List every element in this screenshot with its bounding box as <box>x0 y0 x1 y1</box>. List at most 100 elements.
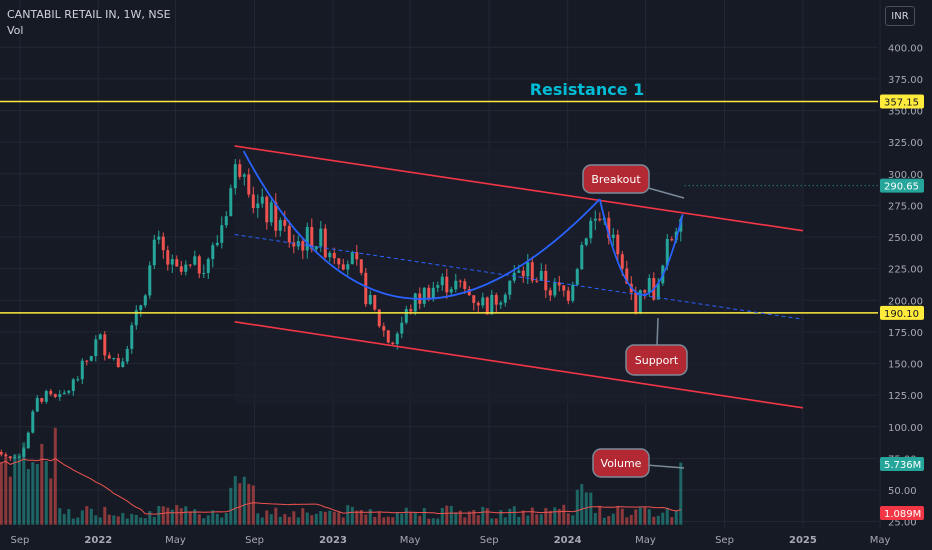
candle-body <box>202 273 206 275</box>
volume-bar <box>197 514 201 525</box>
volume-bar <box>548 510 552 525</box>
volume-bar <box>40 443 44 525</box>
candle-body <box>436 285 440 288</box>
volume-bar <box>251 485 255 525</box>
candle-body <box>589 220 593 239</box>
candle-body <box>584 238 588 245</box>
candle-body <box>625 268 629 284</box>
x-tick-label: Sep <box>245 535 264 546</box>
volume-bar <box>611 513 615 525</box>
candle-body <box>409 309 413 312</box>
level-badge-resistance: 357.15 <box>884 98 919 109</box>
candle-body <box>125 348 129 362</box>
level-badge-support: 190.10 <box>884 309 919 320</box>
candle-body <box>278 220 282 231</box>
volume-bar <box>98 517 102 525</box>
handle-curve <box>598 198 684 296</box>
candle-body <box>224 216 228 226</box>
volume-bar <box>512 506 516 525</box>
volume-bar <box>152 516 156 525</box>
volume-bar <box>215 513 219 525</box>
candle-body <box>670 239 674 241</box>
volume-bar <box>170 509 174 525</box>
candle-body <box>332 252 336 259</box>
volume-bar <box>373 516 377 525</box>
volume-badge-bg <box>880 457 924 471</box>
candle-body <box>148 265 152 296</box>
candle-body <box>152 239 156 266</box>
candle-body <box>373 295 377 310</box>
candle-body <box>143 295 147 306</box>
candle-body <box>341 264 345 270</box>
candle-body <box>319 228 323 247</box>
volume-bar <box>557 509 561 525</box>
candle-body <box>440 276 444 286</box>
volume-bar <box>238 483 242 525</box>
volume-bar <box>13 454 17 525</box>
candle-body <box>400 322 404 334</box>
volume-bar <box>404 507 408 525</box>
candle-body <box>620 254 624 269</box>
y-tick-label: 225.00 <box>888 265 923 276</box>
candle-body <box>211 245 215 259</box>
y-tick-label: 400.00 <box>888 43 923 54</box>
y-tick-label: 50.00 <box>888 486 917 497</box>
volume-bar <box>449 505 453 525</box>
volume-bar <box>521 510 525 525</box>
candle-body <box>449 289 453 293</box>
candle-body <box>490 294 494 315</box>
volume-bar <box>283 514 287 525</box>
x-tick-label: May <box>400 535 421 546</box>
candle-body <box>58 394 62 397</box>
candle-body <box>562 285 566 291</box>
currency-button[interactable]: INR <box>885 6 915 26</box>
volume-bar <box>166 507 170 525</box>
volume-bar <box>17 453 21 525</box>
volume-bar <box>620 508 624 525</box>
y-tick-label: 275.00 <box>888 201 923 212</box>
candle-body <box>530 262 534 281</box>
candle-body <box>386 330 390 343</box>
volume-bar <box>193 509 197 525</box>
volume-bar <box>76 517 80 525</box>
volume-bar <box>440 507 444 525</box>
volume-bar <box>323 511 327 525</box>
candle-body <box>544 270 548 291</box>
volume-bar <box>481 506 485 525</box>
candle-body <box>395 333 399 345</box>
candle-body <box>593 218 597 221</box>
volume-ma-badge-bg <box>880 506 924 520</box>
volume-bar <box>566 513 570 525</box>
candle-body <box>89 355 93 361</box>
candle-body <box>53 394 57 397</box>
volume-bar <box>206 515 210 525</box>
volume-bar <box>233 476 237 525</box>
x-tick-label: Sep <box>10 535 29 546</box>
candle-body <box>26 432 30 449</box>
candle-body <box>472 295 476 303</box>
x-tick-label: 2025 <box>789 535 817 546</box>
candle-body <box>458 280 462 282</box>
annotations: Resistance 1 Breakout Support Volume <box>530 80 688 478</box>
candle-body <box>238 164 242 177</box>
volume-bar <box>242 476 246 525</box>
volume-bar <box>679 462 683 525</box>
candle-body <box>44 391 48 402</box>
candle-body <box>580 244 584 270</box>
volume-bar <box>265 510 269 525</box>
volume-bar <box>359 510 363 525</box>
candle-body <box>548 290 552 296</box>
volume-bar <box>188 512 192 525</box>
candle-body <box>526 262 530 277</box>
volume-bar <box>355 510 359 525</box>
cup-curve <box>242 150 601 300</box>
volume-bar <box>260 517 264 525</box>
volume-bar <box>652 516 656 525</box>
volume-bar <box>490 518 494 525</box>
breakout-label: Breakout <box>591 173 641 186</box>
y-tick-label: 300.00 <box>888 170 923 181</box>
x-tick-label: Sep <box>715 535 734 546</box>
volume-bar <box>526 515 530 525</box>
candle-body <box>301 241 305 251</box>
